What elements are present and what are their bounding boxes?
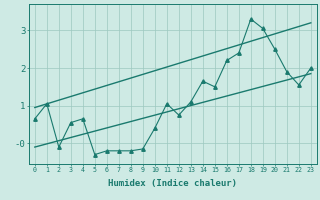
X-axis label: Humidex (Indice chaleur): Humidex (Indice chaleur): [108, 179, 237, 188]
